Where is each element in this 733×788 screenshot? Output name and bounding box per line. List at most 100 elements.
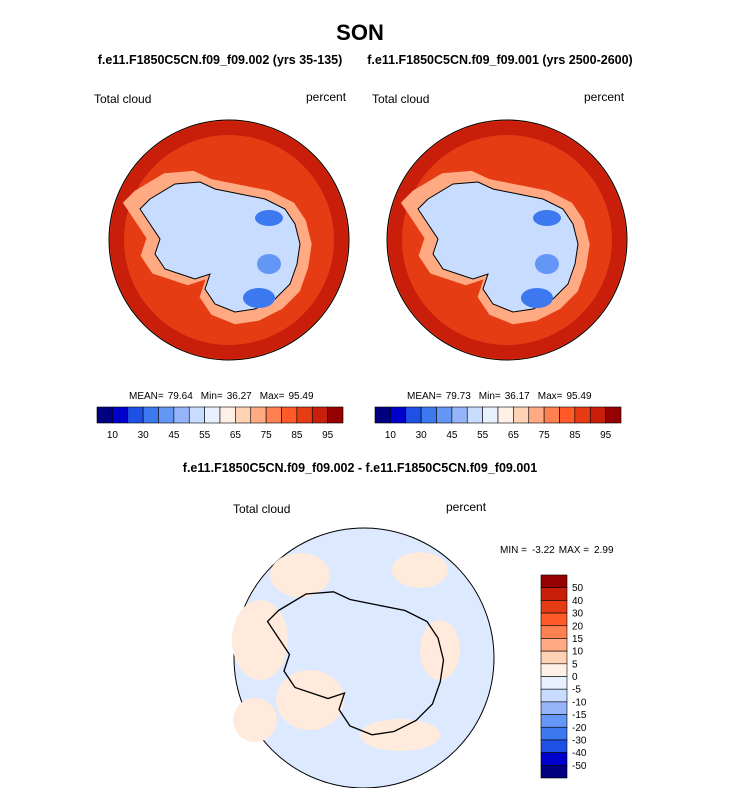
- colorbar-box: [540, 726, 568, 741]
- diff-patch: [420, 620, 460, 680]
- stat-value: 95.49: [566, 391, 591, 402]
- colorbar-box: [127, 406, 144, 424]
- colorbar-label: 20: [572, 621, 584, 632]
- colorbar-label: 10: [572, 647, 584, 658]
- colorbar-label: -20: [572, 723, 587, 734]
- colorbar-box: [250, 406, 267, 424]
- colorbar-box: [296, 406, 313, 424]
- stats: MIN = -3.22 MAX = 2.99: [500, 545, 614, 556]
- colorbar-box: [540, 650, 568, 665]
- colorbar-box: [142, 406, 159, 424]
- diff-patch: [270, 553, 330, 597]
- panel-subtitle: f.e11.F1850C5CN.f09_f09.002 (yrs 35-135): [98, 53, 343, 67]
- colorbar-box: [540, 574, 568, 588]
- stat-label: Max=: [260, 391, 285, 402]
- colorbar-box: [497, 406, 514, 424]
- map-ring: [388, 121, 626, 359]
- right-label: percent: [584, 90, 625, 104]
- colorbar-box: [589, 406, 606, 424]
- colorbar-label: 10: [385, 430, 397, 441]
- colorbar-label: 5: [572, 659, 578, 670]
- colorbar-label: 45: [168, 430, 180, 441]
- stat-label: Min=: [201, 391, 223, 402]
- stat-label: Min=: [479, 391, 501, 402]
- stat-label: Max=: [538, 391, 563, 402]
- colorbar-label: -50: [572, 761, 587, 772]
- colorbar-label: 0: [572, 672, 578, 683]
- stat-value: 2.99: [594, 545, 614, 556]
- colorbar-box: [327, 406, 344, 424]
- colorbar-box: [540, 600, 568, 614]
- stat-value: -3.22: [532, 545, 555, 556]
- colorbar-label: 55: [477, 430, 489, 441]
- colorbar-box: [540, 714, 568, 728]
- stats: MEAN= 79.64 Min= 36.27 Max= 95.49: [129, 391, 314, 402]
- colorbar-label: -15: [572, 710, 587, 721]
- colorbar-box: [540, 625, 568, 639]
- colorbar-box: [188, 406, 205, 424]
- stats: MEAN= 79.73 Min= 36.17 Max= 95.49: [407, 391, 592, 402]
- colorbar-box: [281, 406, 298, 424]
- colorbar-label: 40: [572, 596, 584, 607]
- colorbar-label: -40: [572, 748, 587, 759]
- colorbar-label: 95: [600, 430, 612, 441]
- colorbar-label: 30: [416, 430, 428, 441]
- colorbar-box: [559, 406, 576, 424]
- continent: [266, 591, 445, 736]
- stat-label: MEAN=: [407, 391, 442, 402]
- stat-value: 36.27: [227, 391, 252, 402]
- colorbar-box: [204, 406, 221, 424]
- colorbar-box: [540, 638, 568, 652]
- colorbar-label: 85: [569, 430, 581, 441]
- map-ring: [110, 121, 348, 359]
- colorbar-box: [482, 406, 499, 424]
- colorbar-box: [540, 765, 568, 779]
- diff-patch: [276, 670, 344, 730]
- left-label: Total cloud: [94, 92, 151, 106]
- colorbar-box: [540, 752, 568, 766]
- low-cloud: [533, 210, 561, 226]
- stat-value: 79.64: [168, 391, 193, 402]
- colorbar-box: [96, 406, 113, 424]
- colorbar-box: [390, 406, 407, 424]
- right-label: percent: [446, 500, 487, 514]
- colorbar-box: [311, 406, 328, 424]
- colorbar-label: 45: [446, 430, 458, 441]
- colorbar-label: 65: [508, 430, 520, 441]
- colorbar-label: 15: [572, 634, 584, 645]
- colorbar-label: 95: [322, 430, 334, 441]
- colorbar-box: [405, 406, 422, 424]
- stat-value: 36.17: [505, 391, 530, 402]
- right-label: percent: [306, 90, 347, 104]
- colorbar-label: 50: [572, 583, 584, 594]
- colorbar-box: [513, 406, 530, 424]
- colorbar-label: -5: [572, 685, 581, 696]
- colorbar-box: [219, 406, 236, 424]
- colorbar-box: [436, 406, 453, 424]
- colorbar-box: [235, 406, 252, 424]
- colorbar-box: [466, 406, 483, 424]
- colorbar-label: 75: [539, 430, 551, 441]
- stat-label: MIN =: [500, 545, 527, 556]
- colorbar-box: [605, 406, 622, 424]
- colorbar-box: [540, 688, 568, 703]
- colorbar-box: [540, 676, 568, 690]
- panel-subtitle: f.e11.F1850C5CN.f09_f09.001 (yrs 2500-26…: [367, 53, 632, 67]
- stat-value: 95.49: [288, 391, 313, 402]
- colorbar-box: [374, 406, 391, 424]
- diff-patch: [233, 698, 277, 742]
- stat-label: MEAN=: [129, 391, 164, 402]
- colorbar-box: [543, 406, 560, 424]
- left-label: Total cloud: [233, 502, 290, 516]
- colorbar-label: 55: [199, 430, 211, 441]
- diff-patch: [392, 552, 448, 588]
- left-label: Total cloud: [372, 92, 429, 106]
- diff-title: f.e11.F1850C5CN.f09_f09.002 - f.e11.F185…: [183, 461, 537, 475]
- colorbar-box: [540, 612, 568, 627]
- colorbar-box: [540, 587, 568, 601]
- colorbar-label: 30: [572, 609, 584, 620]
- low-cloud: [243, 288, 275, 308]
- colorbar-box: [173, 406, 190, 424]
- colorbar-box: [540, 701, 568, 715]
- colorbar-box: [540, 739, 568, 753]
